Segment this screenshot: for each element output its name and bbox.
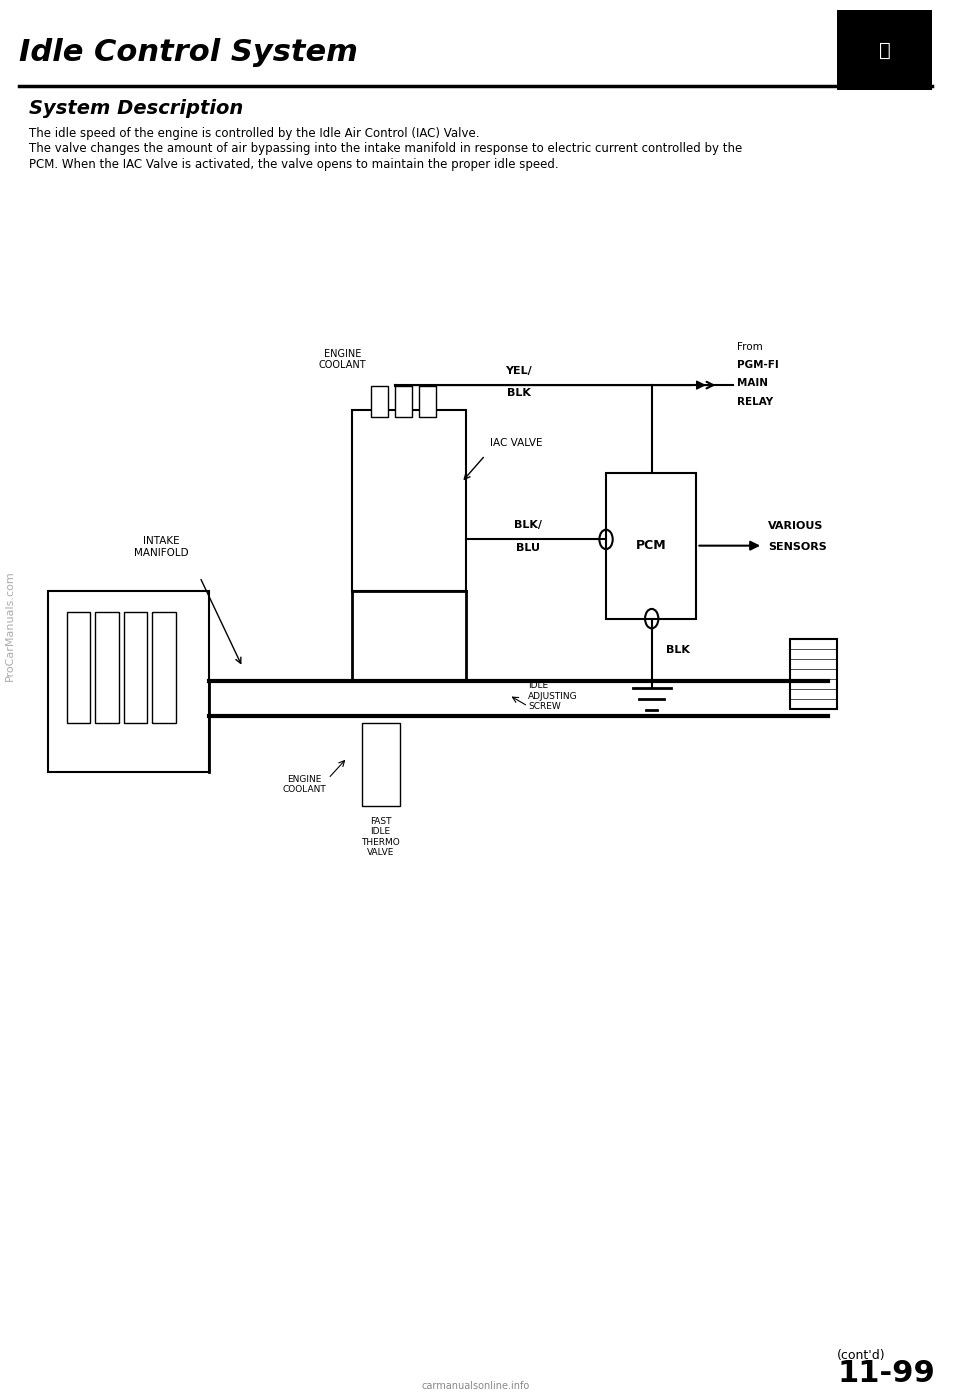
Text: VARIOUS: VARIOUS: [768, 521, 823, 530]
Text: The valve changes the amount of air bypassing into the intake manifold in respon: The valve changes the amount of air bypa…: [29, 142, 742, 156]
Text: BLU: BLU: [516, 543, 540, 553]
Text: YEL/: YEL/: [505, 366, 532, 376]
Bar: [66, 611, 90, 722]
Text: PCM: PCM: [636, 539, 666, 553]
Text: BLK: BLK: [507, 388, 531, 398]
Text: BLK/: BLK/: [514, 521, 542, 530]
Text: ProCarManuals.com: ProCarManuals.com: [5, 571, 14, 681]
Text: MAIN: MAIN: [737, 379, 768, 388]
Bar: [352, 411, 467, 590]
Text: ENGINE
COOLANT: ENGINE COOLANT: [319, 349, 367, 370]
Text: SENSORS: SENSORS: [768, 541, 827, 551]
Text: 11-99: 11-99: [837, 1359, 935, 1388]
Bar: [395, 387, 412, 418]
Text: System Description: System Description: [29, 99, 243, 118]
Text: IDLE
ADJUSTING
SCREW: IDLE ADJUSTING SCREW: [528, 681, 578, 711]
Text: INTAKE
MANIFOLD: INTAKE MANIFOLD: [134, 536, 189, 558]
Text: ENGINE
COOLANT: ENGINE COOLANT: [282, 775, 326, 795]
Bar: [790, 639, 837, 709]
Text: The idle speed of the engine is controlled by the Idle Air Control (IAC) Valve.: The idle speed of the engine is controll…: [29, 127, 479, 141]
Text: FAST
IDLE
THERMO
VALVE: FAST IDLE THERMO VALVE: [361, 817, 400, 857]
Bar: [48, 590, 209, 771]
Bar: [95, 611, 119, 722]
Text: PGM-FI: PGM-FI: [737, 361, 780, 370]
Text: From: From: [737, 342, 763, 352]
Text: PCM. When the IAC Valve is activated, the valve opens to maintain the proper idl: PCM. When the IAC Valve is activated, th…: [29, 157, 558, 171]
Bar: [153, 611, 176, 722]
Text: (cont'd): (cont'd): [837, 1349, 886, 1361]
Bar: [362, 722, 399, 806]
Bar: [124, 611, 148, 722]
Bar: [606, 473, 696, 618]
Text: IAC VALVE: IAC VALVE: [490, 438, 542, 448]
Text: RELAY: RELAY: [737, 397, 774, 406]
Text: 🔑: 🔑: [879, 40, 891, 60]
Text: BLK: BLK: [666, 646, 690, 656]
Bar: [372, 387, 388, 418]
Bar: [837, 10, 932, 90]
Bar: [419, 387, 436, 418]
Text: Idle Control System: Idle Control System: [19, 39, 358, 67]
Text: carmanualsonline.info: carmanualsonline.info: [421, 1381, 530, 1391]
